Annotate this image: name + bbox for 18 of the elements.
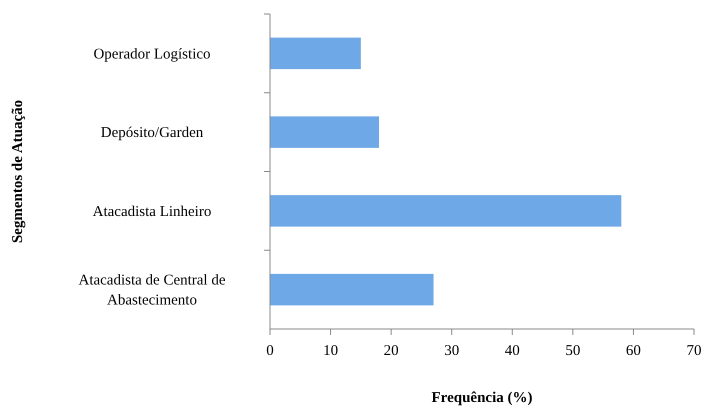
y-axis-title: Segmentos de Atuação [10, 100, 26, 244]
x-tick-label: 70 [686, 343, 702, 359]
x-axis-title: Frequência (%) [432, 390, 532, 406]
x-tick-label: 10 [323, 343, 338, 359]
y-tick-label: Depósito/Garden [100, 125, 204, 142]
x-tick-label: 40 [504, 343, 520, 359]
y-tick-label: Atacadista de Central de Abastecimento [78, 272, 226, 309]
bar [270, 116, 380, 148]
x-tick-label: 50 [565, 343, 580, 359]
y-tick-label: Operador Logístico [93, 46, 211, 62]
x-tick-label: 60 [626, 343, 641, 359]
x-tick-label: 20 [384, 343, 399, 359]
bar [270, 274, 434, 306]
x-tick-label: 0 [266, 343, 274, 359]
bar [270, 38, 361, 70]
y-tick-label: Atacadista Linheiro [92, 204, 212, 220]
x-tick-label: 30 [444, 343, 460, 359]
bar [270, 195, 622, 227]
